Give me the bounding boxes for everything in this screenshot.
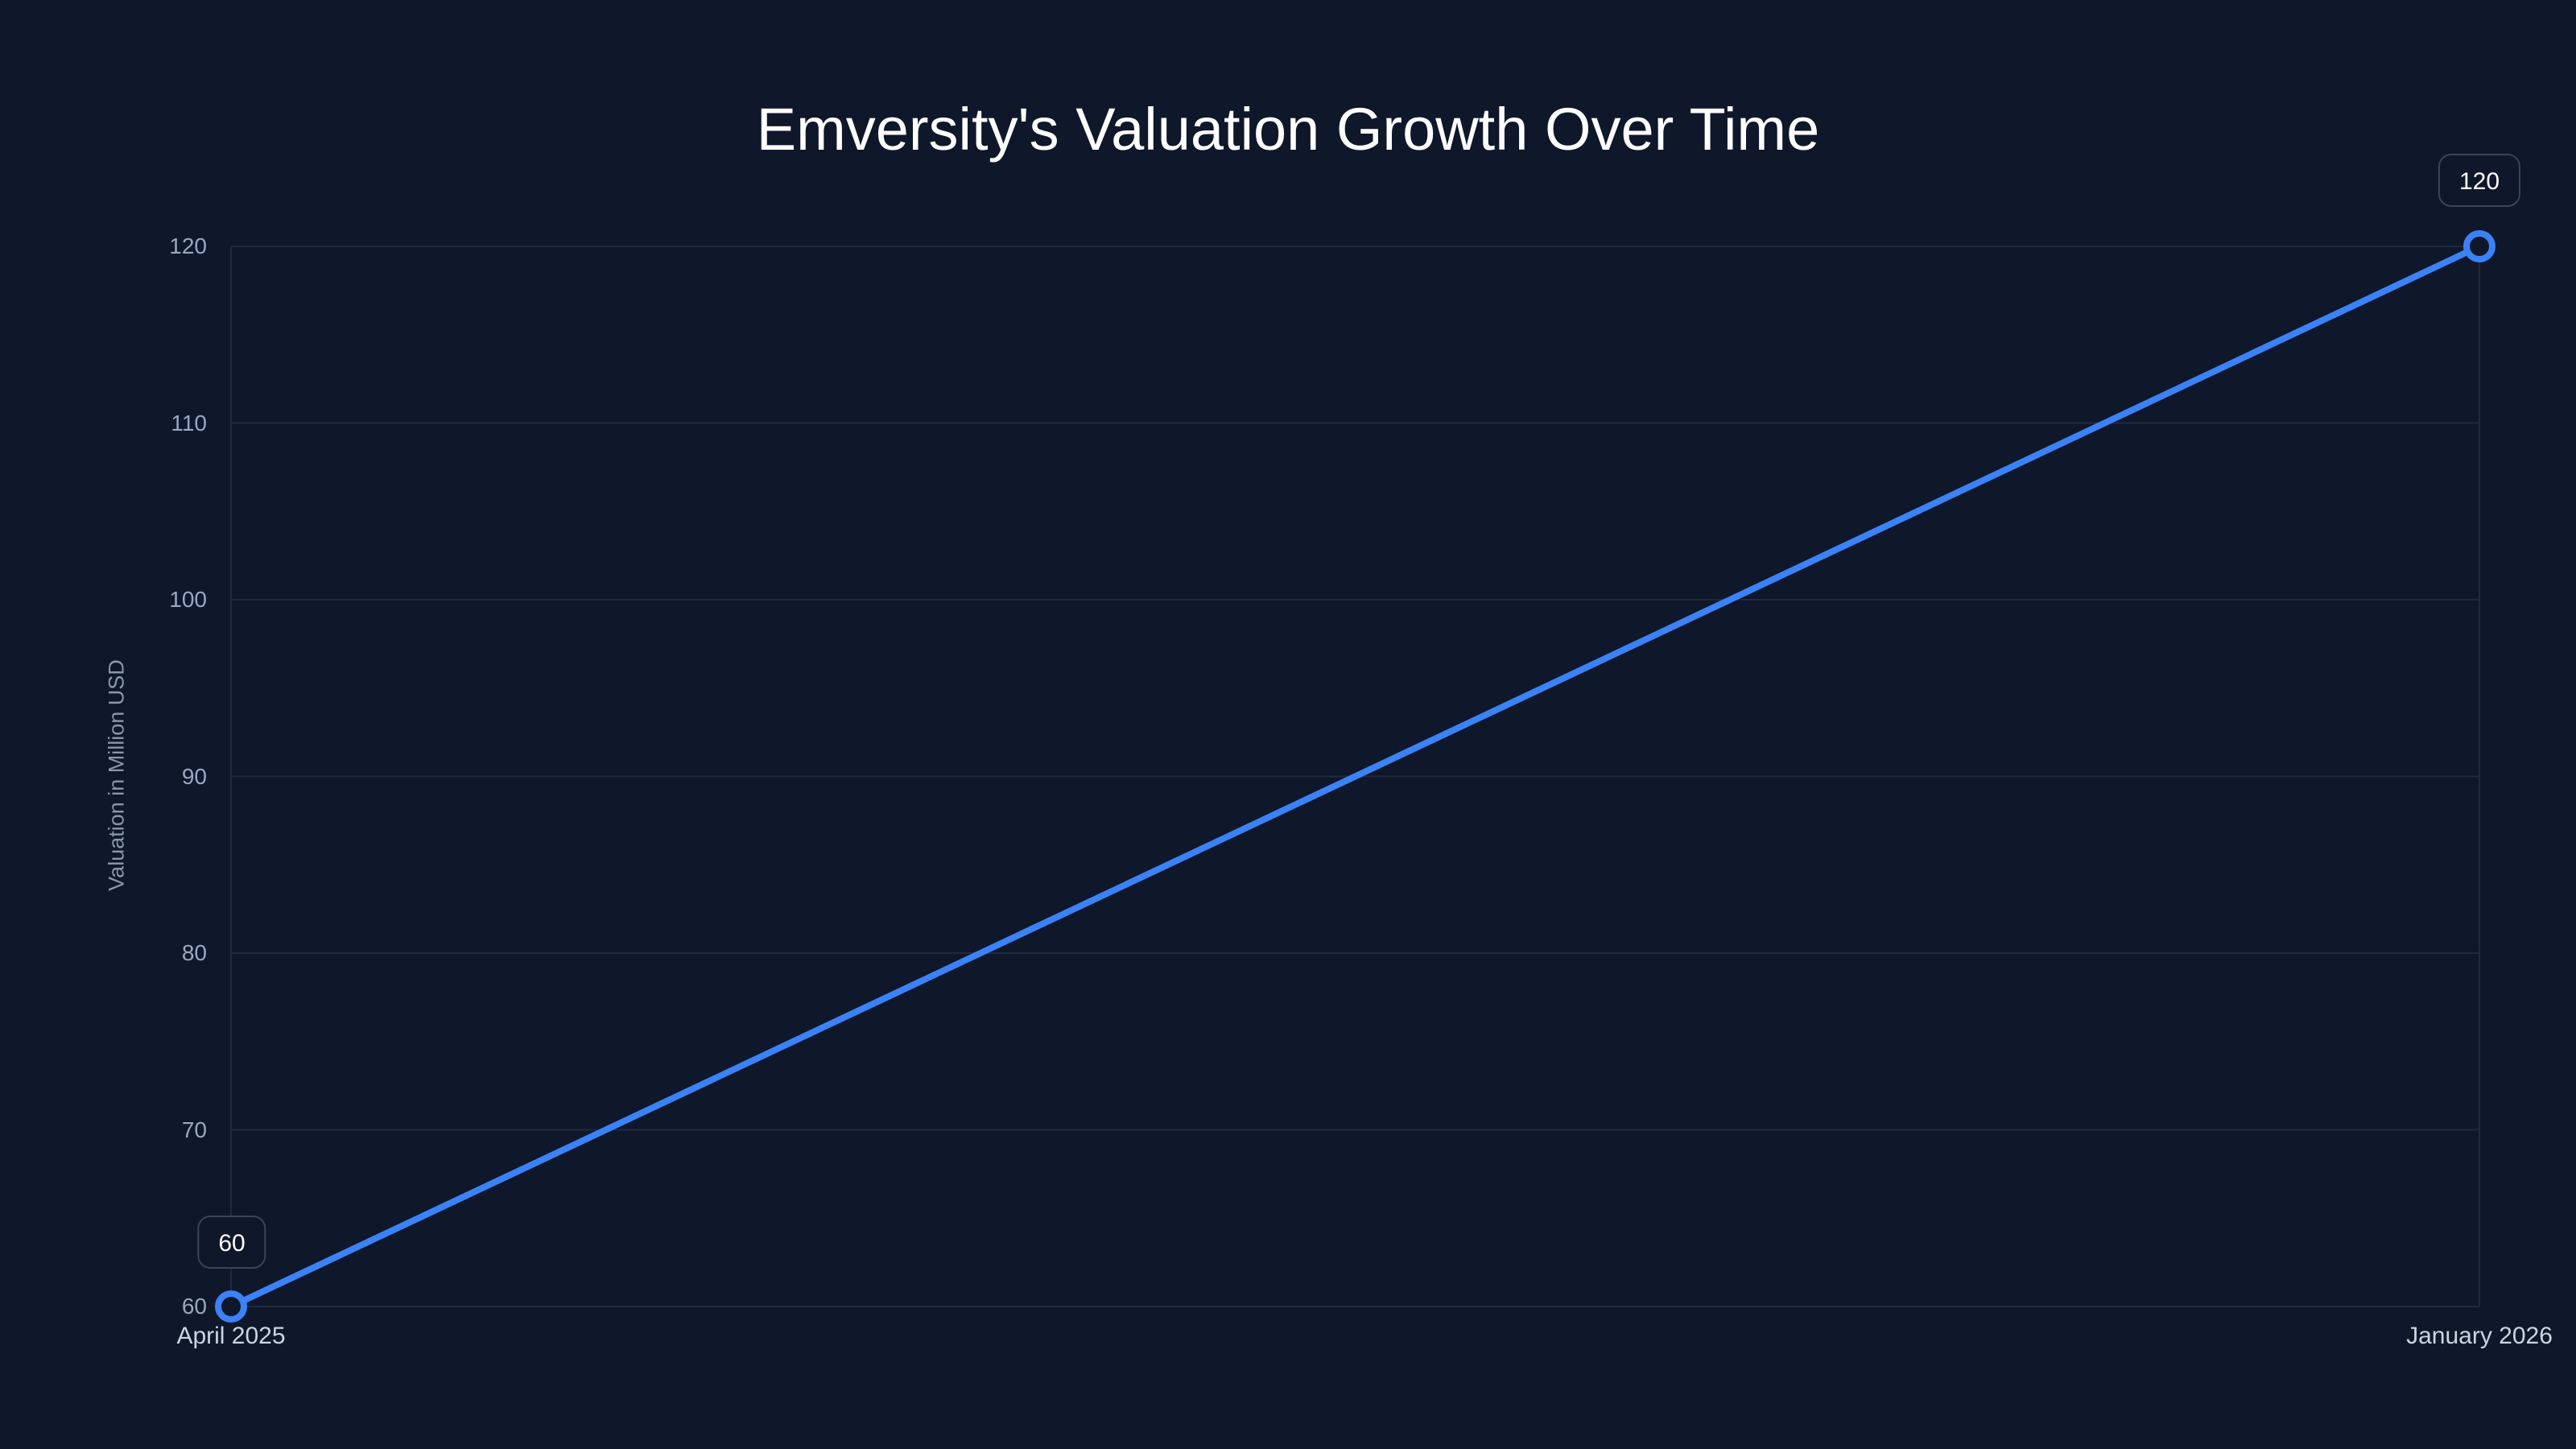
data-label-january-2026: 120	[2438, 154, 2521, 207]
x-tick-label: April 2025	[176, 1323, 286, 1349]
x-tick-label: January 2026	[2406, 1323, 2553, 1349]
y-tick-label: 110	[171, 410, 207, 436]
y-tick-label: 90	[181, 763, 207, 789]
y-tick-label: 70	[181, 1117, 207, 1142]
data-label-april-2025: 60	[197, 1216, 266, 1269]
data-point-january-2026[interactable]	[2463, 230, 2496, 262]
data-point-april-2025[interactable]	[215, 1290, 247, 1323]
y-tick-label: 100	[169, 587, 207, 612]
chart-title: Emversity's Valuation Growth Over Time	[756, 96, 1820, 163]
valuation-line	[228, 243, 2483, 1310]
y-tick-label: 60	[181, 1294, 207, 1319]
y-tick-label: 80	[181, 940, 207, 965]
y-tick-label: 120	[169, 233, 207, 258]
y-axis-label: Valuation in Million USD	[104, 659, 129, 891]
gridlines	[230, 246, 2480, 1307]
